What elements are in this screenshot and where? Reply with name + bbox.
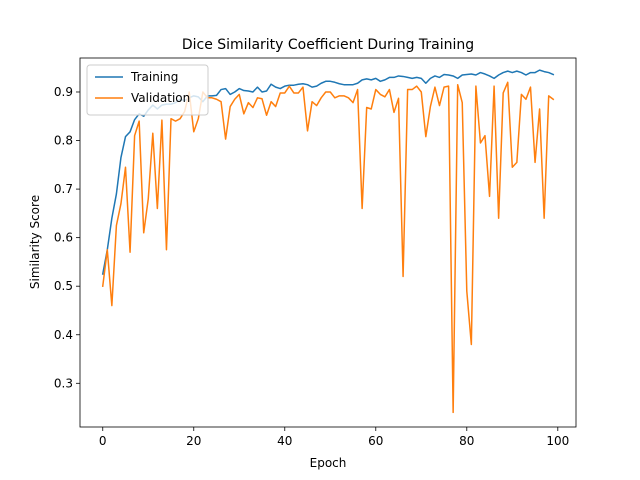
y-tick-label: 0.4 [54, 328, 73, 342]
y-tick-label: 0.8 [54, 134, 73, 148]
y-tick-label: 0.9 [54, 85, 73, 99]
plot-frame [79, 57, 577, 428]
y-tick-label: 0.5 [54, 279, 73, 293]
legend-label-validation: Validation [131, 91, 190, 105]
x-axis-label: Epoch [310, 456, 347, 470]
y-axis-label: Similarity Score [28, 195, 42, 289]
x-tick-label: 80 [459, 434, 474, 448]
legend-label-training: Training [130, 70, 178, 84]
x-tick-label: 20 [186, 434, 201, 448]
x-tick-label: 40 [277, 434, 292, 448]
chart-title: Dice Similarity Coefficient During Train… [182, 37, 474, 53]
y-tick-label: 0.3 [54, 376, 73, 390]
y-tick-label: 0.6 [54, 231, 73, 245]
legend: Training Validation [86, 64, 209, 116]
x-tick-label: 60 [368, 434, 383, 448]
y-tick-label: 0.7 [54, 182, 73, 196]
series-line-validation [101, 81, 555, 414]
x-tick-label: 100 [546, 434, 569, 448]
plot-area: 0 20 40 60 80 100 0.3 0.4 0.5 0.6 0.7 0.8 0.9 [54, 57, 577, 448]
x-tick-label: 0 [99, 434, 107, 448]
